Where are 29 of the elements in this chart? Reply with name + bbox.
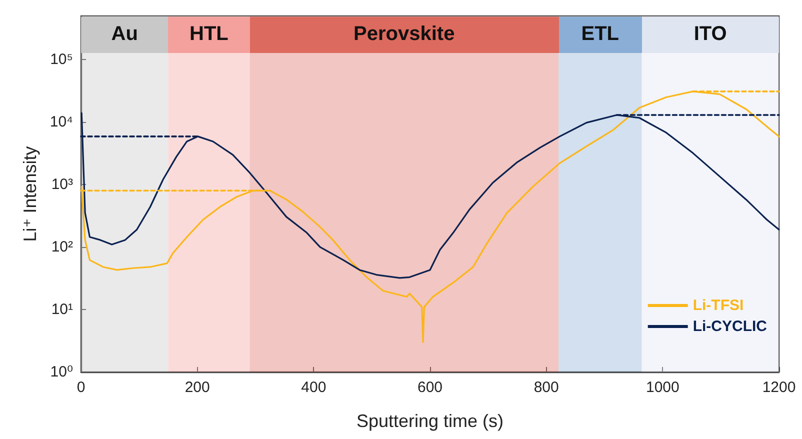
band-label: Perovskite <box>354 23 455 46</box>
layer-header: HTL <box>168 16 250 53</box>
y-axis-title: Li⁺ Intensity <box>20 146 40 242</box>
x-axis-title: Sputtering time (s) <box>356 411 504 431</box>
band-label: Au <box>111 23 138 46</box>
legend-label: Li-CYCLIC <box>692 318 768 335</box>
x-tick-label: 200 <box>184 379 210 396</box>
x-tick-label: 1200 <box>762 379 796 396</box>
legend-label: Li-TFSI <box>692 297 744 314</box>
line-series <box>80 90 780 343</box>
x-tick-label: 600 <box>417 379 443 396</box>
y-tick-label: 10¹ <box>51 301 73 318</box>
x-tick-label: 1000 <box>646 379 680 396</box>
x-tick-label: 400 <box>301 379 326 396</box>
band-label: HTL <box>190 23 228 46</box>
x-tick-label: 0 <box>76 379 86 396</box>
y-tick-label: 10² <box>51 238 73 256</box>
layer-header: Perovskite <box>250 16 559 53</box>
line-series <box>80 112 780 279</box>
band-label: ITO <box>694 23 727 46</box>
y-tick-label: 10⁵ <box>50 51 73 68</box>
layer-header: Au <box>81 16 168 53</box>
band-label: ETL <box>581 23 620 46</box>
layer-header: ITO <box>642 16 779 53</box>
y-tick-label: 10⁴ <box>50 114 73 131</box>
y-tick-label: 10³ <box>51 176 73 194</box>
layer-header: ETL <box>558 16 642 53</box>
x-tick-label: 800 <box>534 379 559 396</box>
y-tick-label: 10⁰ <box>50 364 73 380</box>
